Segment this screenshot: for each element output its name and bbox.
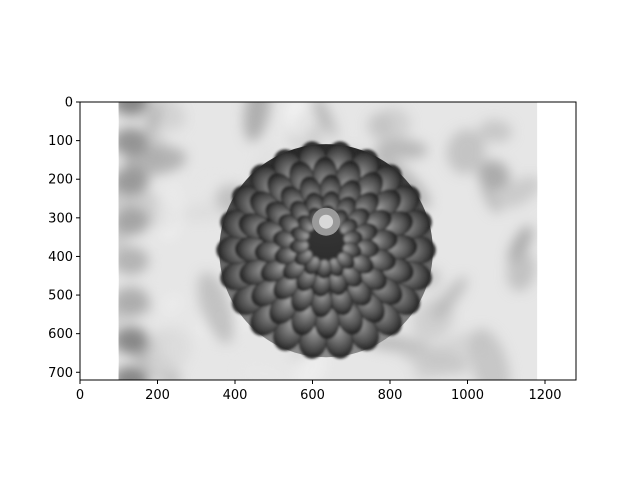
x-tick-label: 1200: [528, 388, 561, 403]
x-tick-label: 1000: [451, 388, 484, 403]
foliage-blob: [293, 351, 328, 380]
plot-area: [118, 102, 538, 380]
foliage-blob: [120, 102, 186, 131]
foliage-blob: [197, 272, 235, 344]
y-tick-label: 700: [48, 366, 73, 381]
foliage-blob: [156, 178, 185, 243]
flower-core-center: [319, 214, 334, 229]
foliage-blob: [367, 112, 393, 140]
foliage-blob: [507, 225, 533, 265]
foliage-blob: [118, 167, 149, 196]
foliage-blob: [118, 246, 149, 275]
x-tick-label: 600: [300, 388, 325, 403]
foliage-blob: [243, 102, 271, 142]
foliage-blob: [506, 251, 536, 292]
foliage-blob: [446, 129, 486, 174]
petals: [216, 141, 436, 359]
foliage-blob: [431, 276, 468, 321]
y-tick-label: 400: [48, 250, 73, 265]
axes-frame: [79, 101, 577, 381]
flower: [216, 141, 436, 359]
y-tick-label: 200: [48, 173, 73, 188]
foliage-blob: [118, 207, 149, 236]
foliage-blob: [376, 138, 428, 160]
foliage-blob: [118, 127, 149, 156]
y-axis: 0 100 200 300 400 500 600 700: [48, 96, 80, 381]
y-tick-label: 300: [48, 211, 73, 226]
heatmap-image: [118, 102, 538, 380]
y-tick-label: 100: [48, 134, 73, 149]
foliage-blob: [118, 326, 149, 355]
x-axis: 0 200 400 600 800 1000 1200: [76, 380, 562, 403]
foliage-blob: [118, 366, 149, 380]
foliage-blob: [235, 359, 293, 380]
foliage-blob: [495, 176, 538, 209]
foliage-blob: [481, 182, 500, 214]
foliage-blob: [399, 343, 469, 375]
foliage-blob: [118, 102, 149, 116]
x-tick-label: 200: [145, 388, 170, 403]
x-tick-label: 400: [223, 388, 248, 403]
foliage-blob: [159, 292, 185, 317]
y-tick-label: 600: [48, 327, 73, 342]
foliage-blob: [469, 328, 511, 380]
foliage-blob: [145, 102, 162, 140]
petal: [336, 251, 355, 270]
y-tick-label: 500: [48, 289, 73, 304]
y-tick-label: 0: [65, 96, 73, 111]
x-tick-label: 0: [76, 388, 84, 403]
foliage-blob: [478, 119, 513, 143]
foliage-blob: [313, 102, 338, 139]
left-edge-foliage: [118, 102, 149, 380]
foliage-blob: [118, 286, 149, 315]
x-tick-label: 800: [378, 388, 403, 403]
foliage-blob: [147, 328, 191, 376]
